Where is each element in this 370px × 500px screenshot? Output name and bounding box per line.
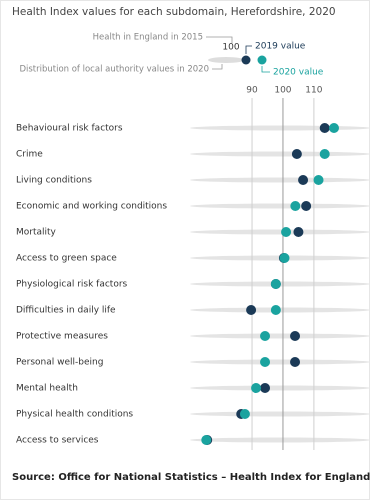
category-label: Physiological risk factors [16, 280, 128, 290]
category-label: Mortality [16, 228, 57, 238]
category-label: Personal well-being [16, 358, 103, 368]
distribution [190, 359, 370, 365]
legend-distribution [208, 57, 244, 63]
category-label: Mental health [16, 384, 78, 394]
reference-leader [206, 36, 233, 43]
x-tick-label: 90 [246, 86, 258, 96]
category-label: Protective measures [16, 332, 108, 342]
source: Source: Office for National Statistics –… [12, 472, 370, 483]
distribution [190, 125, 370, 131]
chart-title: Health Index values for each subdomain, … [12, 6, 336, 18]
legend-leader-2020 [261, 66, 270, 73]
distribution [190, 411, 370, 417]
category-label: Access to services [16, 436, 99, 446]
reference-value: 100 [222, 43, 239, 53]
category-label: Physical health conditions [16, 410, 133, 420]
dot [251, 383, 262, 393]
x-tick-label: 110 [305, 86, 322, 96]
dot [260, 357, 271, 367]
dot [319, 123, 330, 133]
dot [328, 123, 339, 133]
category-label: Difficulties in daily life [16, 306, 116, 316]
legend-marker [257, 55, 267, 65]
category-label: Economic and working conditions [16, 202, 167, 212]
distribution [190, 177, 370, 183]
dot [246, 305, 257, 315]
dot [270, 279, 281, 289]
distribution [190, 229, 370, 235]
category-label: Crime [16, 150, 43, 160]
dot [279, 253, 290, 263]
legend-leader-2019 [245, 45, 252, 54]
dot [293, 227, 304, 237]
dot [291, 149, 302, 159]
distribution [190, 203, 370, 209]
dot [301, 201, 312, 211]
distribution [190, 151, 370, 157]
distribution [190, 333, 370, 339]
distribution-label: Distribution of local authority values i… [19, 65, 209, 75]
dot [201, 435, 212, 445]
dot [298, 175, 309, 185]
dot [319, 149, 330, 159]
dot [260, 383, 271, 393]
category-label: Living conditions [16, 176, 92, 186]
dot [313, 175, 324, 185]
dot [290, 201, 301, 211]
distribution [190, 385, 370, 391]
legend-label: 2019 value [255, 42, 306, 52]
dot [239, 409, 250, 419]
distribution [190, 437, 370, 443]
reference-label: Health in England in 2015 [93, 33, 203, 43]
category-label: Access to green space [16, 254, 117, 264]
dot [260, 331, 271, 341]
distribution-leader [212, 64, 223, 70]
dot [290, 331, 301, 341]
dot [270, 305, 281, 315]
x-tick-label: 100 [274, 86, 291, 96]
dot [290, 357, 301, 367]
legend-marker [241, 55, 251, 65]
legend-label: 2020 value [273, 68, 324, 78]
category-label: Behavioural risk factors [16, 124, 123, 134]
dot [281, 227, 292, 237]
